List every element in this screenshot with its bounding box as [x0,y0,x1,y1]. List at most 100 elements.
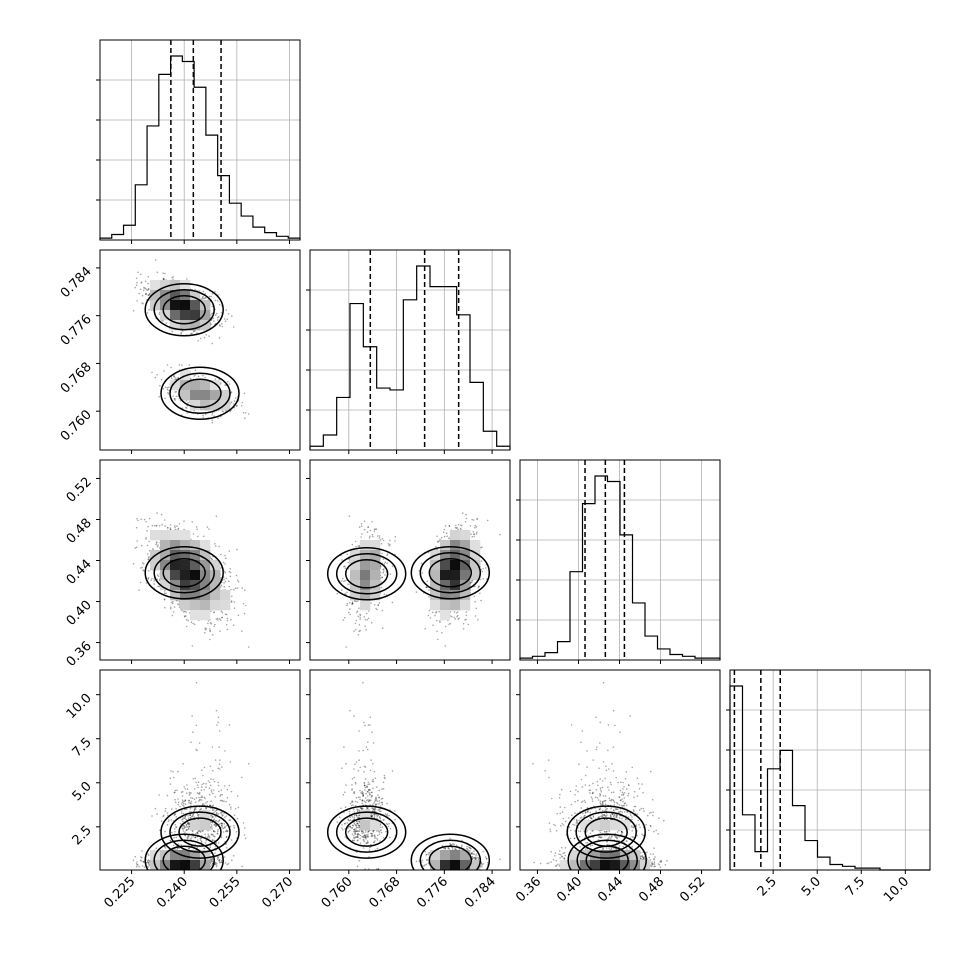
sample-point [228,580,230,582]
sample-point [171,330,174,333]
sample-point [380,581,382,583]
histogram-step [309,265,511,450]
sample-point [353,630,355,632]
sample-point [241,630,243,632]
sample-point [147,526,149,528]
sample-point [181,330,184,332]
sample-point [207,620,210,622]
sample-point [225,309,228,311]
sample-point [222,411,225,413]
sample-point [220,586,222,588]
sample-point [225,577,228,580]
sample-point [177,376,179,379]
density-cell [180,560,191,571]
density-cell [190,610,201,621]
sample-point [225,410,227,412]
sample-point [211,414,213,416]
density-cell [150,530,161,541]
density-cell [200,540,211,551]
sample-point [145,520,147,523]
sample-point [241,405,243,407]
y-tick-label: 0.48 [64,516,95,547]
sample-point [206,526,209,528]
sample-point [218,545,220,548]
density-cell [190,590,201,601]
sample-point [148,308,150,311]
density-cell [170,310,181,321]
sample-point [481,570,484,573]
sample-point [244,604,247,607]
sample-point [164,397,166,400]
sample-point [185,611,187,613]
sample-point [234,397,237,399]
sample-point [227,313,230,315]
density-cell [180,600,191,611]
sample-point [142,289,145,292]
sample-point [230,401,233,404]
sample-point [215,618,218,620]
sample-point [177,603,179,605]
sample-point [136,281,138,284]
sample-point [176,525,178,527]
sample-point [175,391,177,393]
sample-point [160,513,163,516]
sample-point [187,619,189,622]
density-cell [170,560,181,571]
sample-point [169,524,172,526]
sample-point [247,413,250,415]
sample-point [243,612,246,615]
sample-point [162,388,165,390]
sample-point [166,388,169,391]
sample-point [135,546,138,548]
density-cell [180,320,191,331]
sample-point [211,312,213,315]
sample-point [218,337,221,339]
scatter-group [326,512,501,648]
density-cell [170,570,181,581]
sample-point [228,550,231,552]
sample-point [142,302,144,305]
sample-point [211,292,214,295]
sample-point [474,585,476,587]
sample-point [200,337,202,340]
sample-point [188,364,191,366]
density-cell [150,280,161,291]
sample-point [205,334,208,336]
sample-point [136,540,138,542]
sample-point [151,577,153,580]
sample-point [155,524,158,527]
density-cell [190,390,201,401]
sample-point [171,277,173,279]
density-cell [190,560,201,571]
sample-point [216,617,219,620]
sample-point [213,611,215,613]
density-cell [200,400,211,411]
sample-point [156,545,159,548]
sample-point [150,579,152,581]
sample-point [202,296,204,298]
sample-point [146,544,149,547]
sample-point [204,297,206,299]
density-cell [160,290,171,301]
sample-point [173,398,176,400]
sample-point [162,277,165,280]
sample-point [449,622,452,625]
sample-point [186,278,188,280]
density-cell [200,390,211,401]
sample-point [197,535,199,538]
sample-point [428,589,430,591]
sample-point [134,286,137,289]
sample-point [218,303,221,306]
sample-point [163,370,165,372]
sample-point [230,601,233,603]
sample-point [214,314,217,317]
sample-point [237,580,240,583]
sample-point [244,412,247,414]
sample-point [227,380,229,383]
sample-point [190,378,192,380]
density-cell [180,550,191,561]
sample-point [224,572,226,574]
density-cell [160,560,171,571]
sample-point [437,638,439,641]
sample-point [437,541,439,543]
